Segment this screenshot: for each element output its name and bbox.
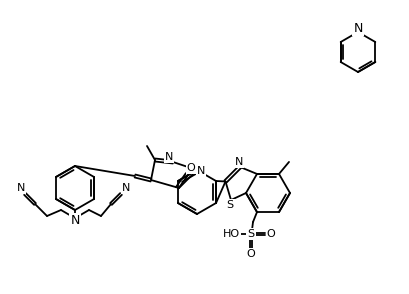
- Text: N: N: [70, 215, 79, 228]
- Text: N: N: [196, 166, 204, 176]
- Text: S: S: [226, 200, 233, 210]
- Text: S: S: [247, 229, 254, 239]
- Text: O: O: [266, 229, 275, 239]
- Text: O: O: [246, 249, 255, 259]
- Text: O: O: [186, 163, 195, 173]
- Text: HO: HO: [222, 229, 239, 239]
- Text: N: N: [353, 21, 362, 34]
- Text: N: N: [17, 183, 25, 193]
- Text: N: N: [164, 152, 173, 162]
- Text: N: N: [121, 183, 130, 193]
- Text: N: N: [234, 157, 243, 167]
